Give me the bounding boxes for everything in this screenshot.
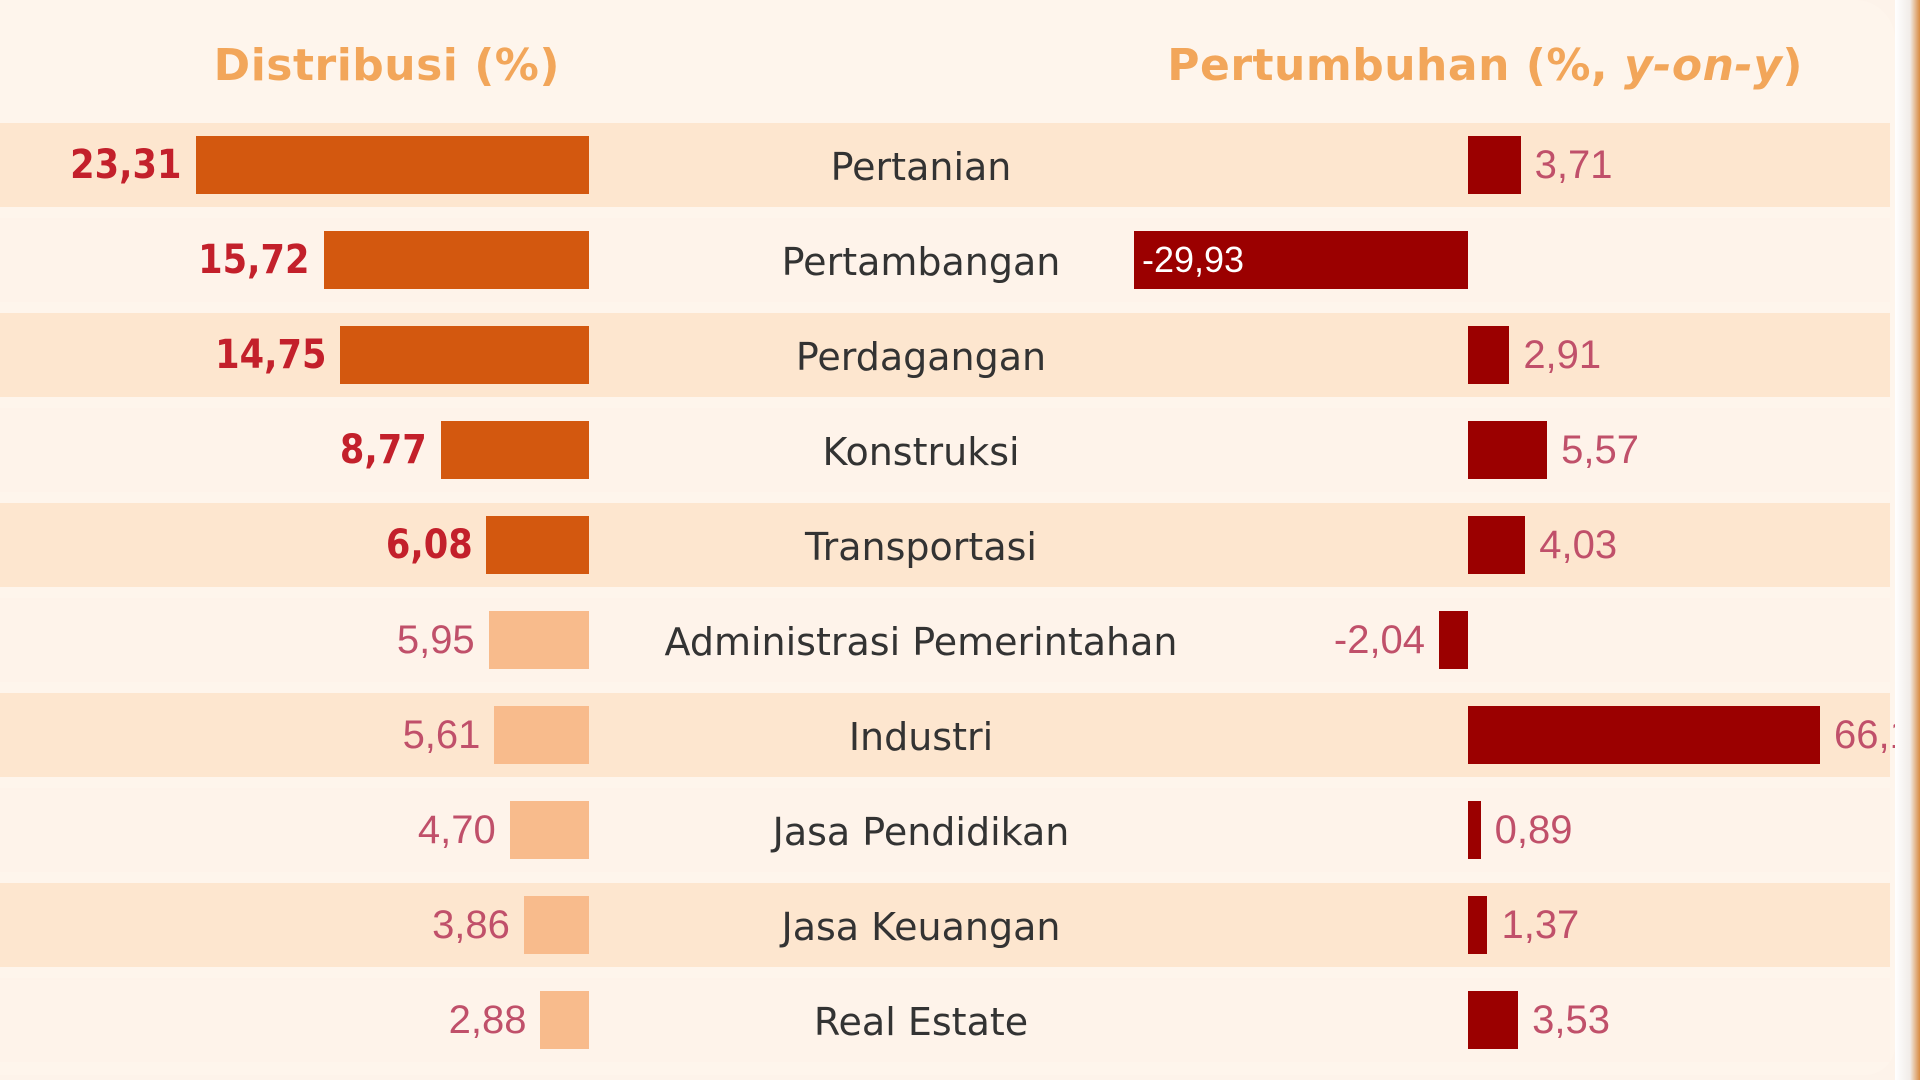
growth-title-main: Pertumbuhan (%, <box>1167 40 1624 91</box>
growth-bar <box>1468 706 1820 764</box>
distribution-label: 5,95 <box>396 618 475 662</box>
category-label: Administrasi Pemerintahan <box>664 620 1178 664</box>
category-label: Pertanian <box>830 145 1012 189</box>
growth-label: -29,93 <box>1142 239 1245 280</box>
category-row: 14,75 Perdagangan 2,91 <box>0 313 1890 397</box>
category-row: 3,86 Jasa Keuangan 1,37 <box>0 883 1890 967</box>
growth-bar <box>1439 611 1468 669</box>
category-label: Jasa Keuangan <box>781 905 1061 949</box>
category-label: Industri <box>848 715 994 759</box>
growth-bar <box>1468 801 1481 859</box>
distribution-title: Distribusi (%) <box>213 40 560 91</box>
category-row: 5,61 Industri 66,19 <box>0 693 1895 777</box>
distribution-bar <box>340 326 589 384</box>
distribution-bar <box>523 896 589 954</box>
distribution-label: 14,75 <box>214 332 327 378</box>
category-label: Pertambangan <box>781 240 1061 284</box>
category-label: Transportasi <box>805 525 1037 569</box>
category-label: Real Estate <box>813 1000 1029 1044</box>
category-row: 8,77 Konstruksi 5,57 <box>0 408 1890 492</box>
growth-bar <box>1468 896 1488 954</box>
distribution-label: 5,61 <box>402 713 481 757</box>
distribution-bar <box>494 706 589 764</box>
category-row: 5,95 Administrasi Pemerintahan -2,04 <box>0 598 1890 682</box>
growth-label: 3,53 <box>1532 998 1610 1042</box>
growth-bar <box>1468 421 1548 479</box>
distribution-bar <box>486 516 589 574</box>
category-row: 4,70 Jasa Pendidikan 0,89 <box>0 788 1890 872</box>
distribution-label: 3,86 <box>432 903 510 947</box>
growth-bar <box>1468 516 1526 574</box>
distribution-label: 6,08 <box>385 522 473 568</box>
distribution-label: 8,77 <box>340 427 428 473</box>
distribution-bar <box>323 231 589 289</box>
distribution-bar <box>509 801 589 859</box>
growth-label: 5,57 <box>1561 428 1639 472</box>
distribution-bar <box>540 991 589 1049</box>
growth-label: 2,91 <box>1523 333 1602 377</box>
growth-title: Pertumbuhan (%, y-on-y) <box>1167 40 1803 91</box>
distribution-bar <box>441 421 589 479</box>
window-edge <box>1895 0 1920 1080</box>
growth-title-end: ) <box>1782 40 1803 91</box>
growth-label: 66,19 <box>1834 713 1895 757</box>
growth-label: 3,71 <box>1534 143 1613 187</box>
distribution-label: 2,88 <box>448 998 527 1042</box>
growth-label: 1,37 <box>1501 903 1580 947</box>
distribution-bar <box>488 611 589 669</box>
distribution-label: 15,72 <box>198 237 310 283</box>
category-row: 23,31 Pertanian 3,71 <box>0 123 1890 207</box>
growth-label: 0,89 <box>1494 808 1573 852</box>
category-label: Jasa Pendidikan <box>772 810 1070 854</box>
category-label: Perdagangan <box>795 335 1047 379</box>
distribution-label: 4,70 <box>417 808 496 852</box>
category-row: 15,72 Pertambangan -29,93 <box>0 218 1890 302</box>
growth-bar <box>1134 231 1468 289</box>
growth-bar <box>1468 326 1510 384</box>
growth-bar <box>1468 136 1521 194</box>
growth-title-italic: y-on-y <box>1623 40 1783 91</box>
category-row: 2,88 Real Estate 3,53 <box>0 978 1890 1062</box>
category-row: 6,08 Transportasi 4,03 <box>0 503 1890 587</box>
distribution-bar <box>195 136 589 194</box>
distribution-label: 23,31 <box>70 142 182 188</box>
growth-bar <box>1468 991 1519 1049</box>
growth-label: -2,04 <box>1333 618 1426 662</box>
category-label: Konstruksi <box>822 430 1020 474</box>
growth-label: 4,03 <box>1539 523 1618 567</box>
